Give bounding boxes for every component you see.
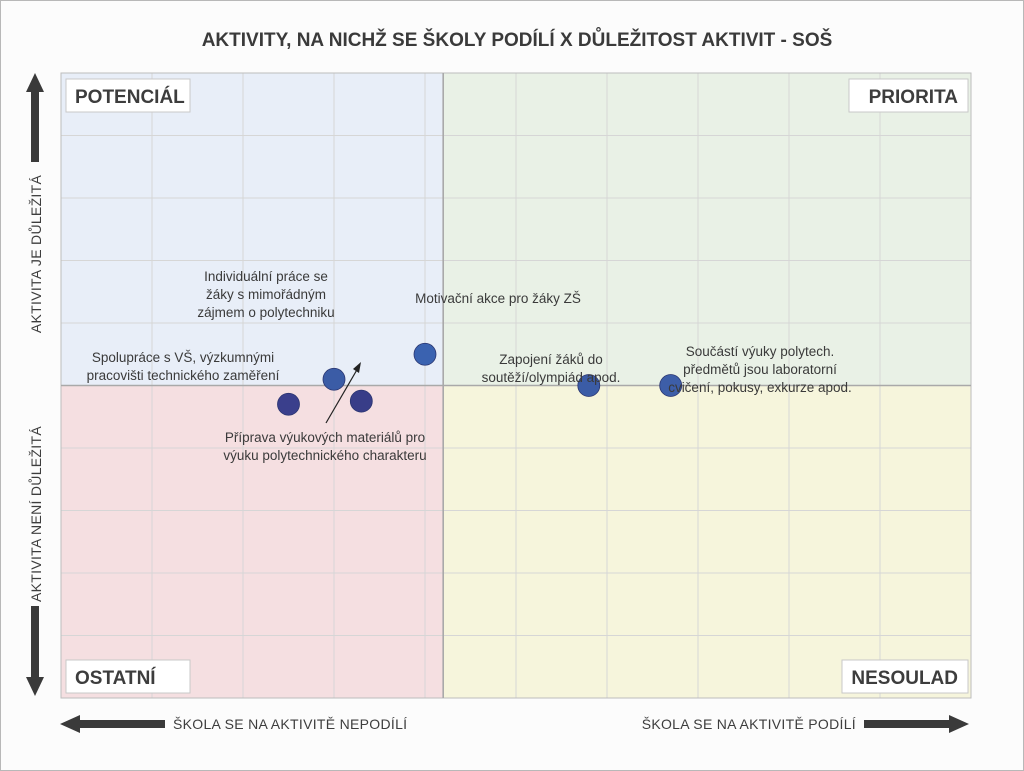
data-point-label-line: soutěží/olympiád apod.: [482, 370, 621, 385]
data-point: [413, 342, 437, 366]
annotation-arrow: [325, 362, 361, 424]
data-point-label-line: předmětů jsou laboratorní: [683, 362, 837, 377]
chart-title: AKTIVITY, NA NICHŽ SE ŠKOLY PODÍLÍ X DŮL…: [202, 28, 833, 51]
data-point-label-line: žáky s mimořádným: [206, 287, 326, 302]
data-point-label: Součástí výuky polytech. předmětů jsou la…: [668, 344, 852, 395]
data-point: [349, 389, 373, 413]
data-point-label: Příprava výukových materiálů pro výuku po…: [223, 430, 426, 463]
data-point: [322, 367, 346, 391]
x-axis-low-label: ŠKOLA SE NA AKTIVITĚ NEPODÍLÍ: [173, 716, 407, 732]
quadrant-potencial-bg: [61, 73, 444, 386]
data-point-label-line: cvičení, pokusy, exkurze apod.: [668, 380, 852, 395]
data-point-label-line: Zapojení žáků do: [499, 352, 603, 367]
data-labels: Individuální práce se žáky s mimořádným zá…: [87, 269, 852, 463]
data-point: [577, 374, 601, 397]
data-point-label: Zapojení žáků do soutěží/olympiád apod.: [482, 352, 621, 385]
quadrant-label-priorita-text: PRIORITA: [869, 87, 959, 108]
data-point-label: Spolupráce s VŠ, výzkumnými pracovišti te…: [87, 350, 280, 383]
quadrant-label-ostatni: OSTATNÍ: [65, 659, 191, 694]
quadrant-label-potencial-text: POTENCIÁL: [75, 86, 185, 108]
data-point-label-line: výuku polytechnického charakteru: [223, 448, 426, 463]
data-point: [659, 374, 683, 397]
y-axis-high-label: AKTIVITA JE DŮLEŽITÁ: [27, 175, 44, 334]
quadrant-label-nesoulad-text: NESOULAD: [851, 668, 958, 689]
data-points: [277, 342, 683, 416]
x-axis-right-arrow: [864, 715, 969, 733]
data-point-label-line: Součástí výuky polytech.: [686, 344, 835, 359]
quadrant-ostatni-bg: [61, 385, 444, 698]
x-axis-high-label: ŠKOLA SE NA AKTIVITĚ PODÍLÍ: [642, 716, 856, 732]
data-point: [277, 392, 300, 416]
quadrant-priorita-bg: [443, 73, 971, 386]
quadrant-label-ostatni-text: OSTATNÍ: [75, 667, 156, 689]
x-axis-left-arrow: [60, 715, 165, 733]
y-axis-down-arrow: [26, 606, 44, 696]
data-point-label: Motivační akce pro žáky ZŠ: [415, 291, 581, 306]
y-axis-low-label: AKTIVITA NENÍ DŮLEŽITÁ: [27, 426, 44, 602]
data-point-label-line: pracovišti technického zaměření: [87, 368, 280, 383]
quadrant-label-potencial: POTENCIÁL: [65, 78, 191, 113]
data-point-label-line: Spolupráce s VŠ, výzkumnými: [92, 350, 274, 365]
quadrant-label-priorita: PRIORITA: [848, 78, 969, 113]
data-point-label-line: zájmem o polytechniku: [197, 305, 334, 320]
quadrant-nesoulad-bg: [443, 385, 971, 698]
data-point-label-line: Motivační akce pro žáky ZŠ: [415, 291, 581, 306]
quadrant-label-nesoulad: NESOULAD: [841, 659, 969, 694]
y-axis-up-arrow: [26, 73, 44, 162]
data-point-label-line: Příprava výukových materiálů pro: [225, 430, 425, 445]
data-point-label-line: Individuální práce se: [204, 269, 328, 284]
data-point-label: Individuální práce se žáky s mimořádným zá…: [197, 269, 334, 320]
